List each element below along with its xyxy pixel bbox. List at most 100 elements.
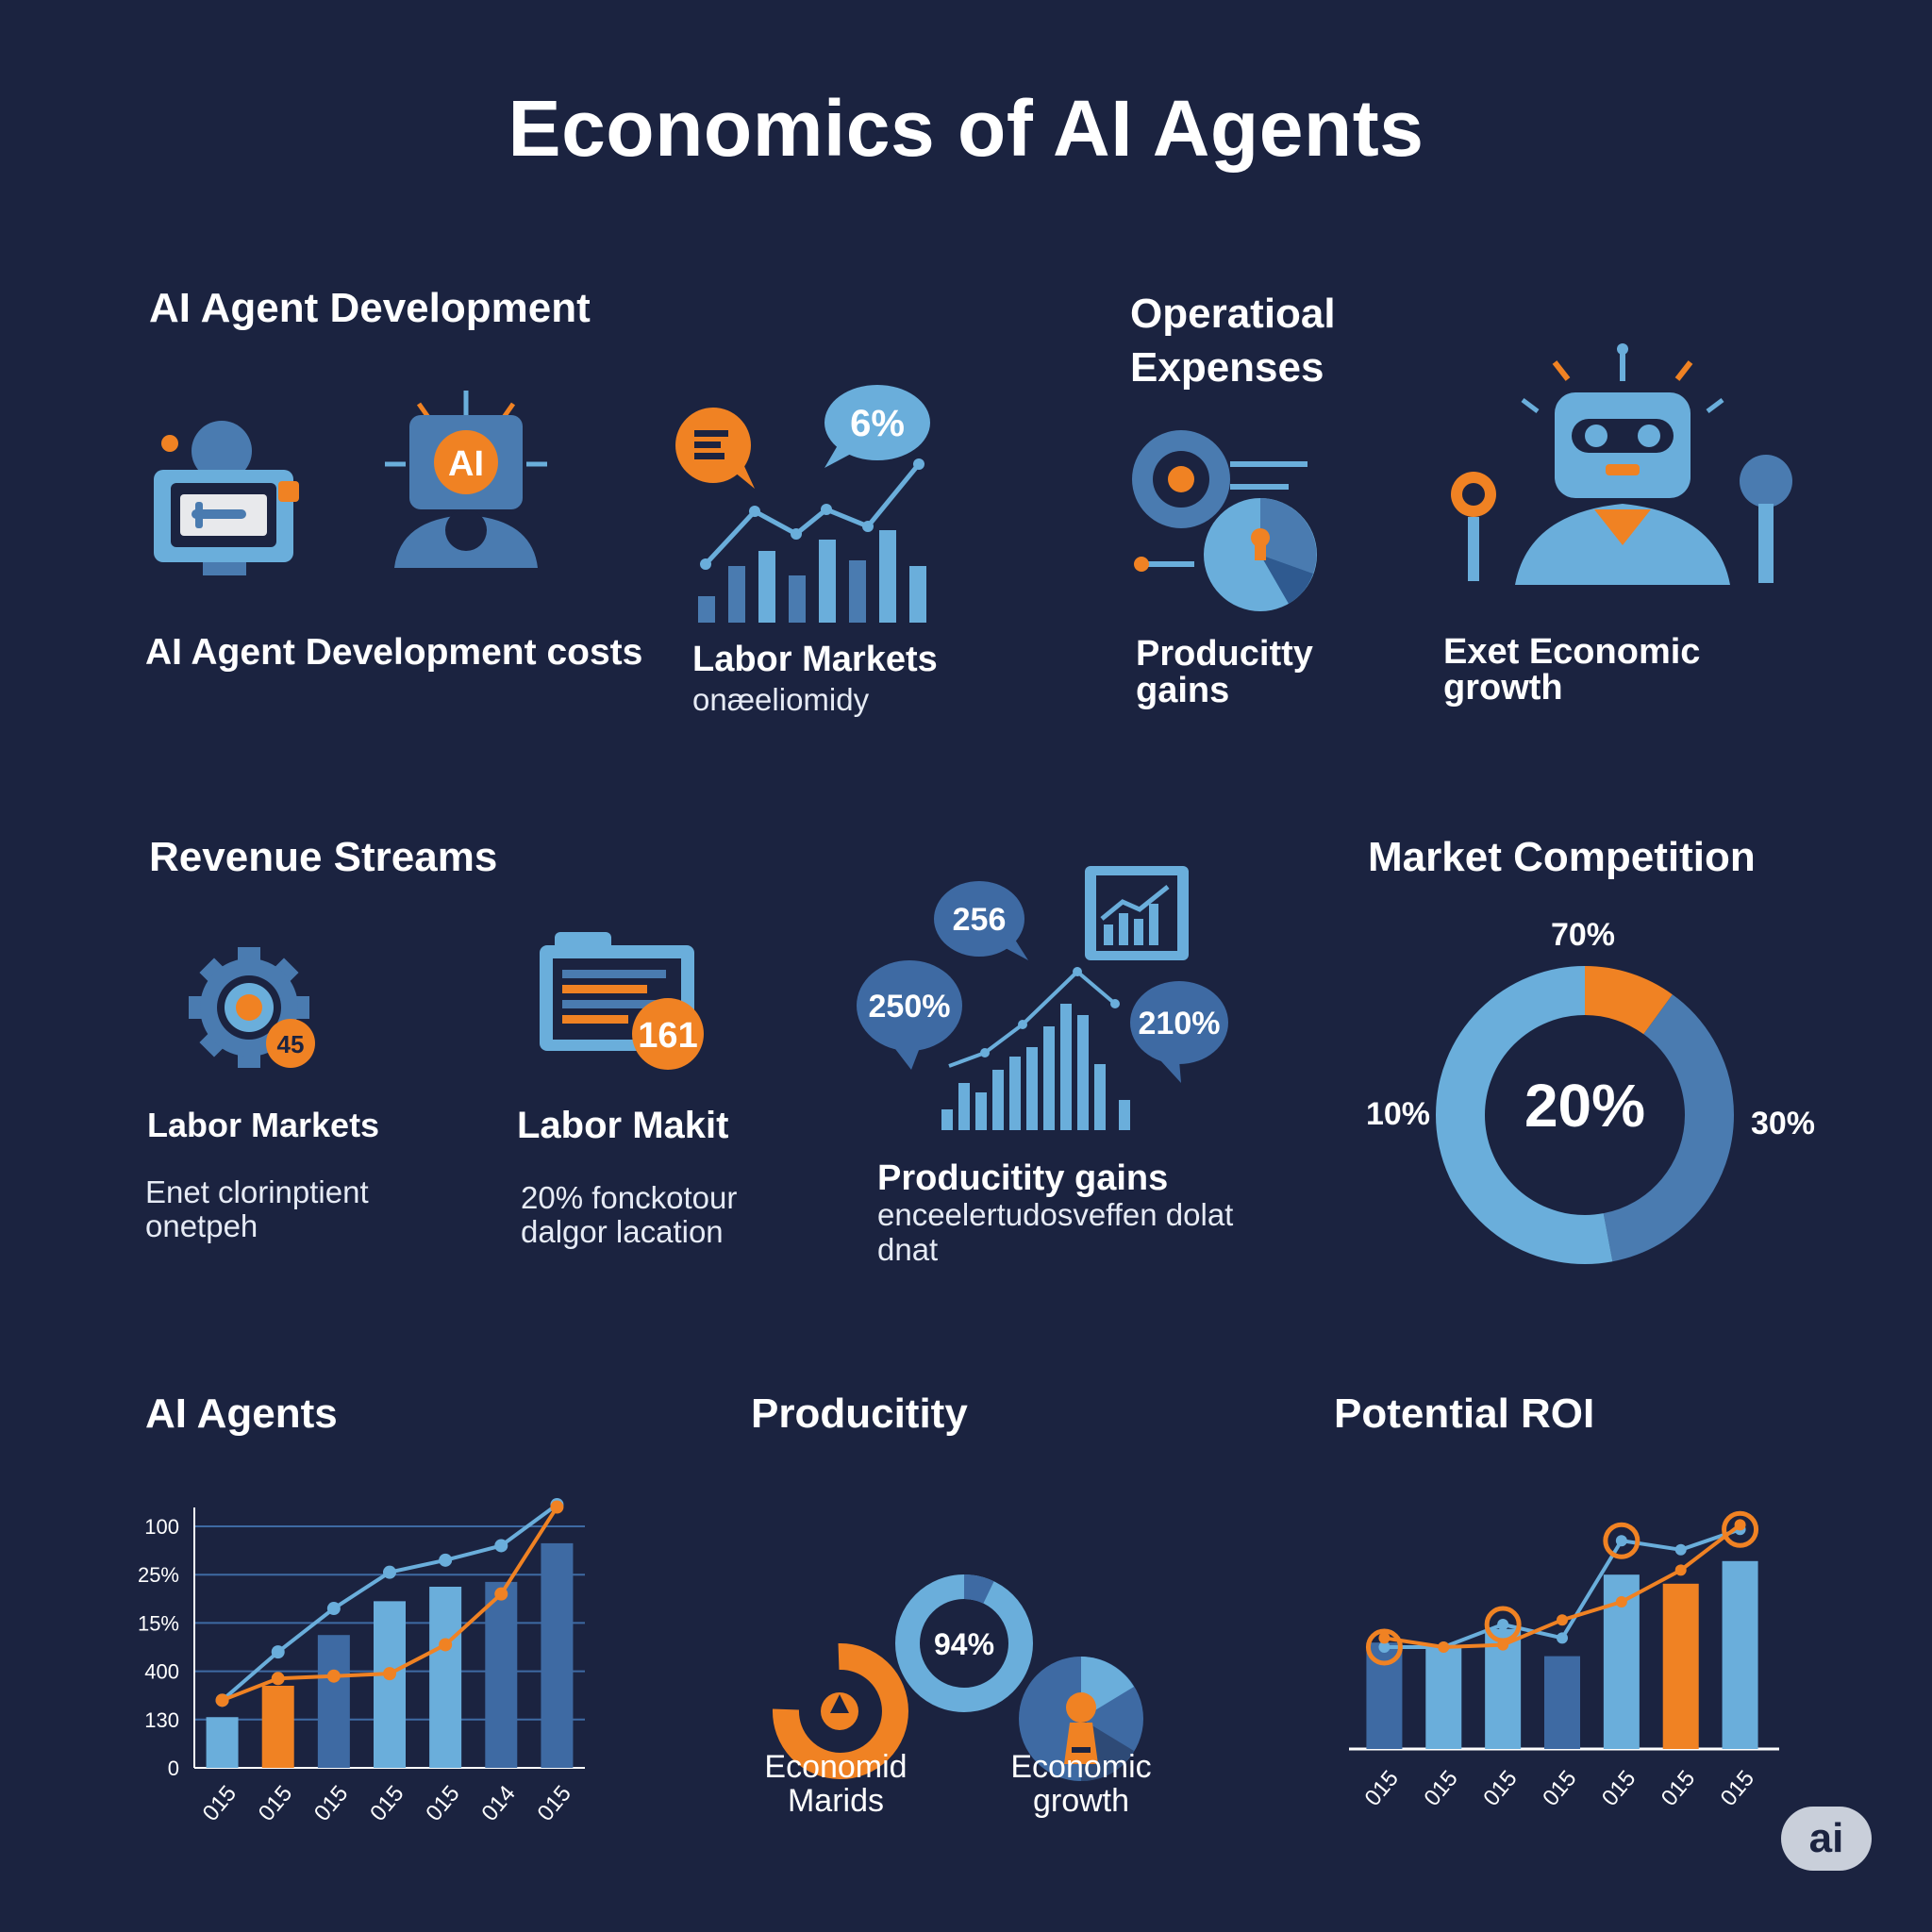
donut-segment-2	[1436, 966, 1734, 1264]
section-title-market-competition: Market Competition	[1368, 834, 1756, 880]
series-point	[1615, 1596, 1627, 1607]
series-point	[326, 1669, 341, 1683]
productivity-sub-line-2: dnat	[877, 1231, 939, 1267]
page-title: Economics of AI Agents	[508, 84, 1424, 173]
series-point	[383, 1667, 396, 1681]
bar	[261, 1685, 294, 1768]
y-tick-label: 400	[144, 1660, 179, 1684]
donut-center-label: 20%	[1524, 1072, 1645, 1140]
operational-pie-gear-icon	[1132, 430, 1317, 611]
bar	[485, 1581, 518, 1768]
section-title-revenue-streams: Revenue Streams	[149, 834, 498, 880]
bar	[374, 1601, 406, 1768]
section-title-operational-expenses: Operatioal Expenses	[1130, 287, 1336, 394]
bar	[1425, 1647, 1462, 1749]
labor-makit-sub-line-1: 20% fonckotour	[521, 1180, 738, 1215]
ops-title-line-1: Operatioal	[1130, 291, 1336, 337]
bar	[429, 1587, 462, 1768]
section-title-ai-agents: AI Agents	[145, 1391, 338, 1437]
series-point	[1615, 1535, 1627, 1547]
x-tick-label: 015	[1538, 1766, 1581, 1811]
x-tick-label: 015	[1478, 1766, 1522, 1811]
x-tick-label: 015	[421, 1781, 464, 1826]
series-point	[383, 1565, 396, 1579]
y-tick-label: 15%	[138, 1611, 179, 1635]
revenue-labor-sub-line-2: onetpeh	[145, 1208, 258, 1244]
y-tick-label: 100	[144, 1515, 179, 1539]
series-point	[1734, 1519, 1746, 1531]
x-tick-label: 015	[198, 1781, 242, 1826]
ai-agents-chart: 0 130 400 15% 25% 100 015 015 015 015 015 014 015	[138, 1497, 585, 1826]
series-point	[439, 1553, 453, 1567]
bubble-250: 250%	[869, 989, 951, 1024]
series-point	[271, 1672, 285, 1686]
bar	[541, 1542, 574, 1768]
x-tick-label: 015	[1419, 1766, 1462, 1811]
revenue-labor-markets-label: Labor Markets	[147, 1106, 380, 1144]
series-point	[494, 1539, 508, 1553]
chart-lines	[215, 1497, 564, 1707]
bubble-256: 256	[953, 902, 1007, 938]
bar	[317, 1635, 350, 1768]
x-tick-labels: 015 015 015 015 015 014 015	[198, 1781, 576, 1826]
x-tick-label: 015	[533, 1781, 576, 1826]
series-point	[1674, 1543, 1687, 1556]
section-title-ai-agent-development: AI Agent Development	[149, 285, 591, 331]
robot-person-icon	[1451, 343, 1792, 585]
chart-bars	[206, 1542, 574, 1768]
labor-bubble-percent: 6%	[850, 403, 905, 444]
x-tick-label: 015	[1597, 1766, 1641, 1811]
folder-badge-number: 161	[638, 1016, 697, 1056]
series-point	[215, 1693, 229, 1707]
section-title-potential-roi: Potential ROI	[1334, 1391, 1595, 1437]
bar	[206, 1717, 239, 1768]
x-tick-label: 015	[1360, 1766, 1404, 1811]
chart-bars	[1349, 1560, 1779, 1751]
ai-chip-label: AI	[448, 444, 484, 484]
y-tick-label: 0	[168, 1757, 179, 1780]
market-competition-donut-chart: 20% 70% 30% 10%	[1366, 917, 1815, 1264]
ai-head-icon: AI	[385, 391, 547, 568]
ops-title-line-2: Expenses	[1130, 344, 1324, 391]
donut-label-10: 10%	[1366, 1096, 1430, 1132]
series-point	[271, 1645, 285, 1659]
economic-growth-bottom-label: Economic growth	[977, 1749, 1185, 1818]
highlight-marker	[1603, 1522, 1641, 1559]
economic-growth-bottom-line-1: Economic	[1010, 1749, 1152, 1785]
highlight-marker	[1722, 1510, 1759, 1548]
bar	[1662, 1583, 1699, 1749]
x-tick-labels: 015 015 015 015 015 015 015	[1360, 1766, 1760, 1811]
labor-makit-sub-line-2: dalgor lacation	[521, 1214, 724, 1250]
donut-segment-1	[1436, 966, 1734, 1264]
revenue-labor-sub-line-1: Enet clorinptient	[145, 1174, 369, 1209]
productivity-gains-label: Producitity gains	[877, 1158, 1169, 1198]
x-tick-label: 015	[1716, 1766, 1759, 1811]
labor-markets-sublabel: onæeliomidy	[692, 682, 870, 717]
section-title-producitity: Producitity	[751, 1391, 968, 1437]
economic-growth-label: Exet Economic growth	[1443, 634, 1700, 706]
dev-costs-label: AI Agent Development costs	[145, 632, 643, 673]
producitity-rings: 94%	[772, 1574, 1143, 1781]
productivity-sub-line-1: enceelertudosveffen dolat	[877, 1197, 1234, 1232]
economic-growth-line-2: growth	[1443, 668, 1563, 708]
x-tick-label: 014	[476, 1781, 520, 1826]
prod-gains-line-2: gains	[1136, 670, 1230, 710]
producitity-ring-label: 94%	[934, 1627, 994, 1661]
donut-label-30: 30%	[1751, 1106, 1815, 1141]
potential-roi-chart: 015 015 015 015 015 015 015	[1349, 1510, 1779, 1811]
series-point	[326, 1602, 341, 1616]
labor-markets-label: Labor Markets	[692, 640, 938, 679]
economid-marids-label: Economid Marids	[732, 1750, 940, 1819]
monitor-gear-icon	[154, 421, 299, 575]
series-point	[1557, 1614, 1568, 1626]
series-point	[1378, 1641, 1391, 1653]
prod-gains-label: Producitty gains	[1136, 636, 1313, 709]
y-tick-label: 130	[144, 1708, 179, 1732]
productivity-bubbles-chart: 256 250% 210%	[857, 866, 1228, 1130]
series-point	[494, 1587, 508, 1601]
y-tick-labels: 0 130 400 15% 25% 100	[138, 1515, 179, 1780]
x-tick-label: 015	[1657, 1766, 1700, 1811]
series-point	[1497, 1639, 1509, 1651]
chart-lines	[1365, 1510, 1759, 1666]
economid-line-2: Marids	[787, 1782, 885, 1819]
